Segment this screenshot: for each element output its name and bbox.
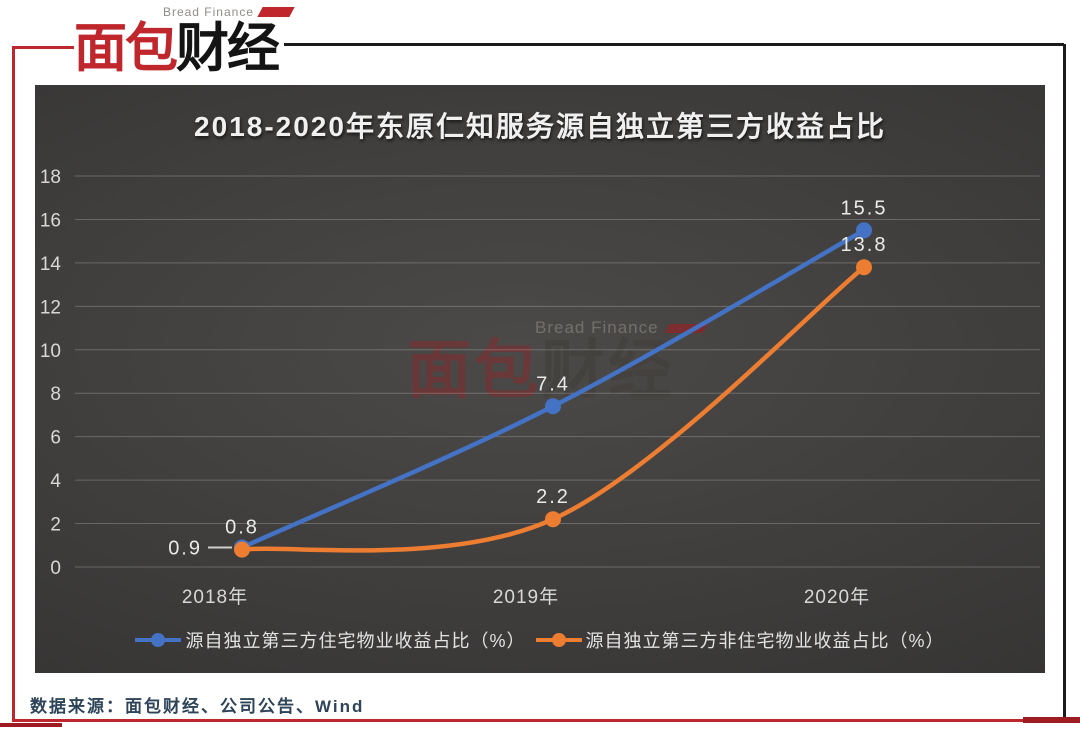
logo-left-red-rule (12, 46, 74, 49)
data-label: 2.2 (536, 486, 570, 508)
frame-left-red-border (12, 46, 15, 722)
legend-item-0: 源自独立第三方住宅物业收益占比（%） (135, 627, 525, 653)
series-line-1 (239, 264, 867, 553)
y-tick-label: 6 (50, 428, 61, 449)
logo-right-black-rule (284, 43, 1064, 46)
x-tick-label: 2018年 (182, 586, 248, 608)
legend-label: 源自独立第三方住宅物业收益占比（%） (185, 631, 526, 651)
legend-marker-icon (135, 633, 182, 647)
data-label: 0.8 (225, 517, 259, 539)
logo-wordmark: 面包财经 (74, 20, 294, 78)
line-chart-plot: 0 2 4 6 8 10 12 14 16 18 2018年 2019年 2020年 0.9 7.4 15.5… (40, 167, 1040, 608)
logo-subtitle: Bread Finance (162, 5, 254, 19)
data-label: 13.8 (841, 234, 888, 256)
legend-label: 源自独立第三方非住宅物业收益占比（%） (585, 631, 945, 651)
frame-bottom-right-accent (1023, 717, 1080, 723)
frame-right-black-border (1063, 44, 1066, 722)
brand-logo: Bread Finance 面包财经 (74, 4, 295, 78)
y-tick-label: 2 (50, 515, 61, 536)
data-label: 7.4 (536, 373, 570, 395)
x-tick-label: 2020年 (804, 586, 870, 608)
logo-wordmark-black: 财经 (176, 19, 280, 78)
data-label: 15.5 (841, 197, 888, 219)
data-point (856, 259, 872, 276)
legend-item-1: 源自独立第三方非住宅物业收益占比（%） (535, 627, 945, 653)
data-point (856, 222, 872, 239)
frame-bottom-red-border (12, 719, 1066, 722)
chart-legend: 源自独立第三方住宅物业收益占比（%） 源自独立第三方非住宅物业收益占比（%） (35, 625, 1045, 655)
y-tick-label: 0 (50, 558, 61, 579)
y-tick-label: 4 (50, 471, 61, 492)
data-point (545, 398, 561, 415)
frame-bottom-left-accent (0, 723, 62, 727)
y-tick-label: 10 (40, 341, 61, 362)
y-tick-label: 18 (40, 167, 61, 188)
logo-flag-icon (257, 7, 295, 17)
y-tick-label: 12 (40, 297, 61, 318)
data-label: 0.9 (168, 537, 202, 559)
data-source-note: 数据来源：面包财经、公司公告、Wind (30, 697, 365, 716)
y-tick-label: 8 (50, 384, 61, 405)
y-tick-label: 14 (40, 254, 62, 275)
logo-wordmark-red: 面包 (74, 19, 178, 78)
x-tick-label: 2019年 (493, 586, 559, 608)
chart-title: 2018-2020年东原仁知服务源自独立第三方收益占比 (194, 111, 886, 142)
data-point (234, 541, 250, 558)
data-point (545, 511, 561, 528)
logo-top-row: Bread Finance (74, 4, 295, 20)
legend-marker-icon (535, 633, 582, 647)
y-tick-label: 16 (40, 210, 61, 231)
chart-panel: Bread Finance 面包财经 0 2 4 6 8 10 12 14 16 18 2018年 2… (35, 85, 1045, 673)
